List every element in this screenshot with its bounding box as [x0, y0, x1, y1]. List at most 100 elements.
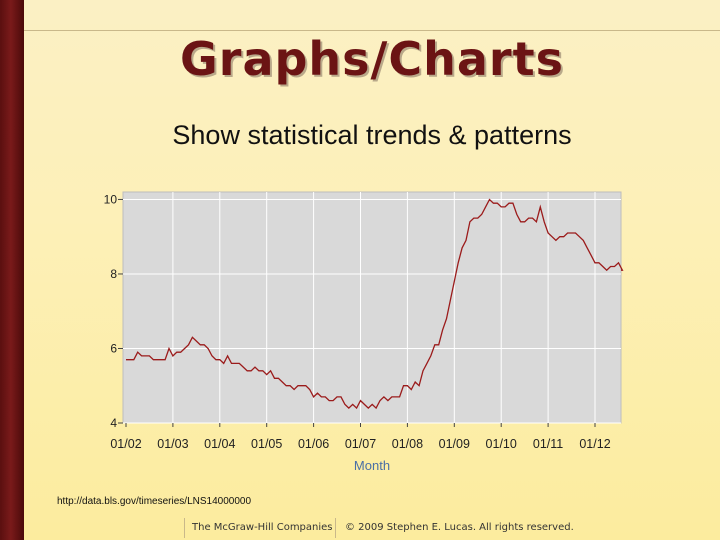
data-point: [586, 246, 589, 249]
data-point: [398, 395, 401, 398]
data-point: [394, 395, 397, 398]
data-point: [265, 373, 268, 376]
data-point: [523, 220, 526, 223]
data-point: [418, 384, 421, 387]
data-point: [222, 362, 225, 365]
footer-divider: [184, 518, 185, 538]
data-point: [253, 366, 256, 369]
plot-area: [122, 191, 622, 424]
data-point: [441, 328, 444, 331]
top-rule: [24, 30, 720, 31]
data-point: [550, 235, 553, 238]
data-point: [406, 384, 409, 387]
data-point: [324, 395, 327, 398]
x-tick-label: 01/12: [579, 437, 610, 451]
data-point: [347, 407, 350, 410]
data-point: [429, 354, 432, 357]
data-point: [453, 280, 456, 283]
data-point: [332, 399, 335, 402]
data-point: [199, 343, 202, 346]
data-point: [179, 351, 182, 354]
y-tick-label: 6: [110, 341, 117, 355]
source-url[interactable]: http://data.bls.gov/timeseries/LNS140000…: [57, 496, 252, 507]
data-point: [605, 269, 608, 272]
data-point: [492, 202, 495, 205]
data-point: [511, 202, 514, 205]
y-tick-label: 8: [110, 267, 117, 281]
data-point: [289, 384, 292, 387]
data-point: [621, 269, 624, 272]
data-point: [433, 343, 436, 346]
data-point: [562, 235, 565, 238]
x-tick-label: 01/02: [110, 437, 141, 451]
data-point: [203, 343, 206, 346]
data-point: [300, 384, 303, 387]
footer-divider: [335, 518, 336, 538]
slide-title: Graphs/Charts: [180, 32, 564, 86]
data-point: [547, 231, 550, 234]
x-axis: 01/02 01/03 01/04 01/05 01/06 01/07 01/08 01/09…: [110, 423, 611, 451]
data-point: [320, 395, 323, 398]
data-point: [535, 220, 538, 223]
data-point: [382, 395, 385, 398]
data-point: [281, 380, 284, 383]
data-point: [472, 217, 475, 220]
data-point: [164, 358, 167, 361]
data-point: [124, 358, 127, 361]
x-tick-label: 01/06: [298, 437, 329, 451]
data-point: [132, 358, 135, 361]
data-point: [214, 358, 217, 361]
data-point: [195, 339, 198, 342]
data-point: [234, 362, 237, 365]
data-point: [496, 202, 499, 205]
x-tick-label: 01/03: [157, 437, 188, 451]
data-point: [570, 231, 573, 234]
data-point: [558, 235, 561, 238]
data-point: [445, 317, 448, 320]
data-point: [304, 384, 307, 387]
data-point: [257, 369, 260, 372]
data-point: [449, 298, 452, 301]
data-point: [378, 399, 381, 402]
data-point: [183, 347, 186, 350]
x-tick-label: 01/08: [392, 437, 423, 451]
grid-lines: [123, 192, 621, 424]
data-point: [308, 388, 311, 391]
data-point: [464, 239, 467, 242]
data-point: [590, 254, 593, 257]
data-point: [578, 235, 581, 238]
data-point: [527, 217, 530, 220]
x-tick-label: 01/09: [439, 437, 470, 451]
data-point: [351, 403, 354, 406]
data-point: [390, 395, 393, 398]
data-point: [148, 354, 151, 357]
data-point: [277, 377, 280, 380]
data-point: [437, 343, 440, 346]
data-point: [359, 399, 362, 402]
data-point: [554, 239, 557, 242]
y-tick-label: 4: [110, 416, 117, 430]
x-tick-label: 01/05: [251, 437, 282, 451]
data-point: [539, 205, 542, 208]
x-axis-label: Month: [354, 458, 390, 473]
data-point: [312, 395, 315, 398]
x-tick-label: 01/10: [486, 437, 517, 451]
data-point: [187, 343, 190, 346]
data-point: [339, 395, 342, 398]
data-point: [601, 265, 604, 268]
data-point: [593, 261, 596, 264]
data-point: [582, 239, 585, 242]
data-point: [507, 202, 510, 205]
data-point: [218, 358, 221, 361]
unemployment-series-line: [126, 198, 624, 410]
data-point: [226, 354, 229, 357]
data-point: [375, 407, 378, 410]
data-point: [160, 358, 163, 361]
data-point: [207, 347, 210, 350]
data-point: [316, 392, 319, 395]
footer-publisher: The McGraw-Hill Companies: [192, 522, 333, 533]
data-point: [285, 384, 288, 387]
data-point: [484, 205, 487, 208]
data-point: [246, 369, 249, 372]
